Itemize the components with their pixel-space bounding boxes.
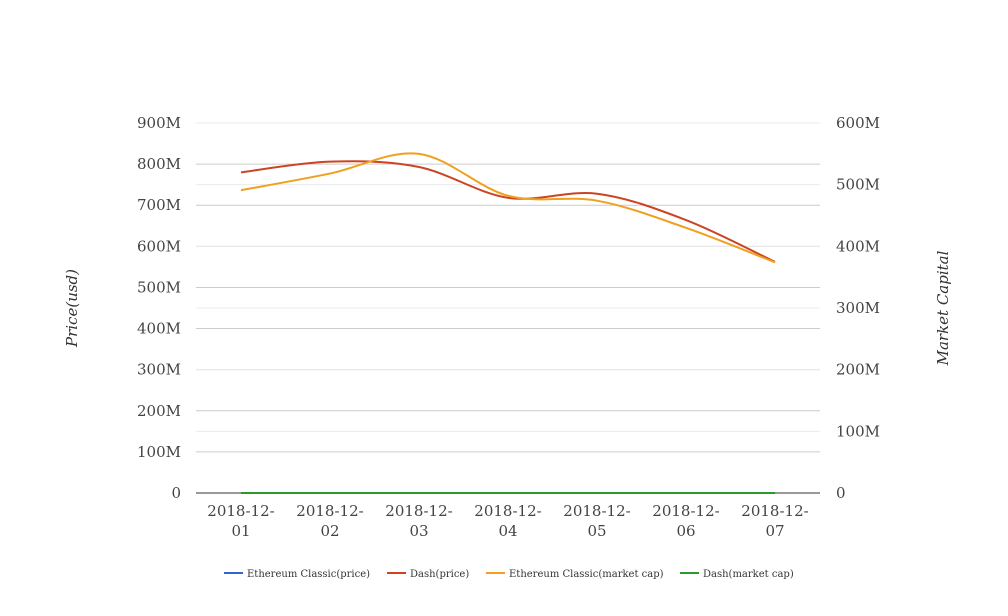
legend-label: Ethereum Classic(price) — [247, 569, 370, 580]
y-tick-label-left: 200M — [137, 402, 181, 420]
plot-area — [240, 152, 776, 495]
y-tick-label-left: 0 — [171, 484, 181, 502]
y-axis-right-ticks: 0 100M 200M 300M 400M 500M 600M — [836, 114, 880, 502]
x-axis-ticks: 2018-12-01 2018-12-02 2018-12-03 2018-12-04… — [207, 502, 808, 540]
y-tick-label-right: 600M — [836, 114, 880, 132]
x-tick-label: 2018-12-02 — [296, 502, 363, 540]
y-tick-label-left: 100M — [137, 443, 181, 461]
legend: Ethereum Classic(price) Dash(price) Ethere… — [224, 569, 794, 580]
legend-label: Dash(price) — [410, 569, 469, 580]
x-tick-label: 2018-12-06 — [652, 502, 719, 540]
y-tick-label-left: 900M — [137, 114, 181, 132]
x-tick-label: 2018-12-05 — [563, 502, 630, 540]
y-tick-label-left: 300M — [137, 361, 181, 379]
y-tick-label-right: 100M — [836, 422, 880, 440]
x-tick-label: 2018-12-04 — [474, 502, 541, 540]
x-tick-label: 2018-12-03 — [385, 502, 452, 540]
y-tick-label-left: 800M — [137, 155, 181, 173]
x-tick-label: 2018-12-01 — [207, 502, 274, 540]
grid-lines — [196, 122, 820, 494]
series-line-dash-price — [240, 160, 776, 263]
y-tick-label-right: 0 — [836, 484, 846, 502]
y-tick-label-right: 300M — [836, 299, 880, 317]
y-tick-label-left: 700M — [137, 196, 181, 214]
y-axis-left-title: Price(usd) — [63, 269, 81, 348]
legend-label: Dash(market cap) — [703, 569, 794, 580]
legend-label: Ethereum Classic(market cap) — [509, 569, 664, 580]
x-tick-label: 2018-12-07 — [741, 502, 808, 540]
y-tick-label-left: 400M — [137, 320, 181, 338]
y-axis-right-title: Market Capital — [934, 250, 952, 366]
y-tick-label-left: 600M — [137, 237, 181, 255]
series-line-ethereum-classic-market-cap — [240, 152, 776, 264]
y-tick-label-right: 400M — [836, 237, 880, 255]
y-axis-left-ticks: 0 100M 200M 300M 400M 500M 600M 700M 800M 900M — [137, 114, 181, 502]
y-tick-label-right: 200M — [836, 361, 880, 379]
y-tick-label-left: 500M — [137, 278, 181, 296]
y-tick-label-right: 500M — [836, 176, 880, 194]
